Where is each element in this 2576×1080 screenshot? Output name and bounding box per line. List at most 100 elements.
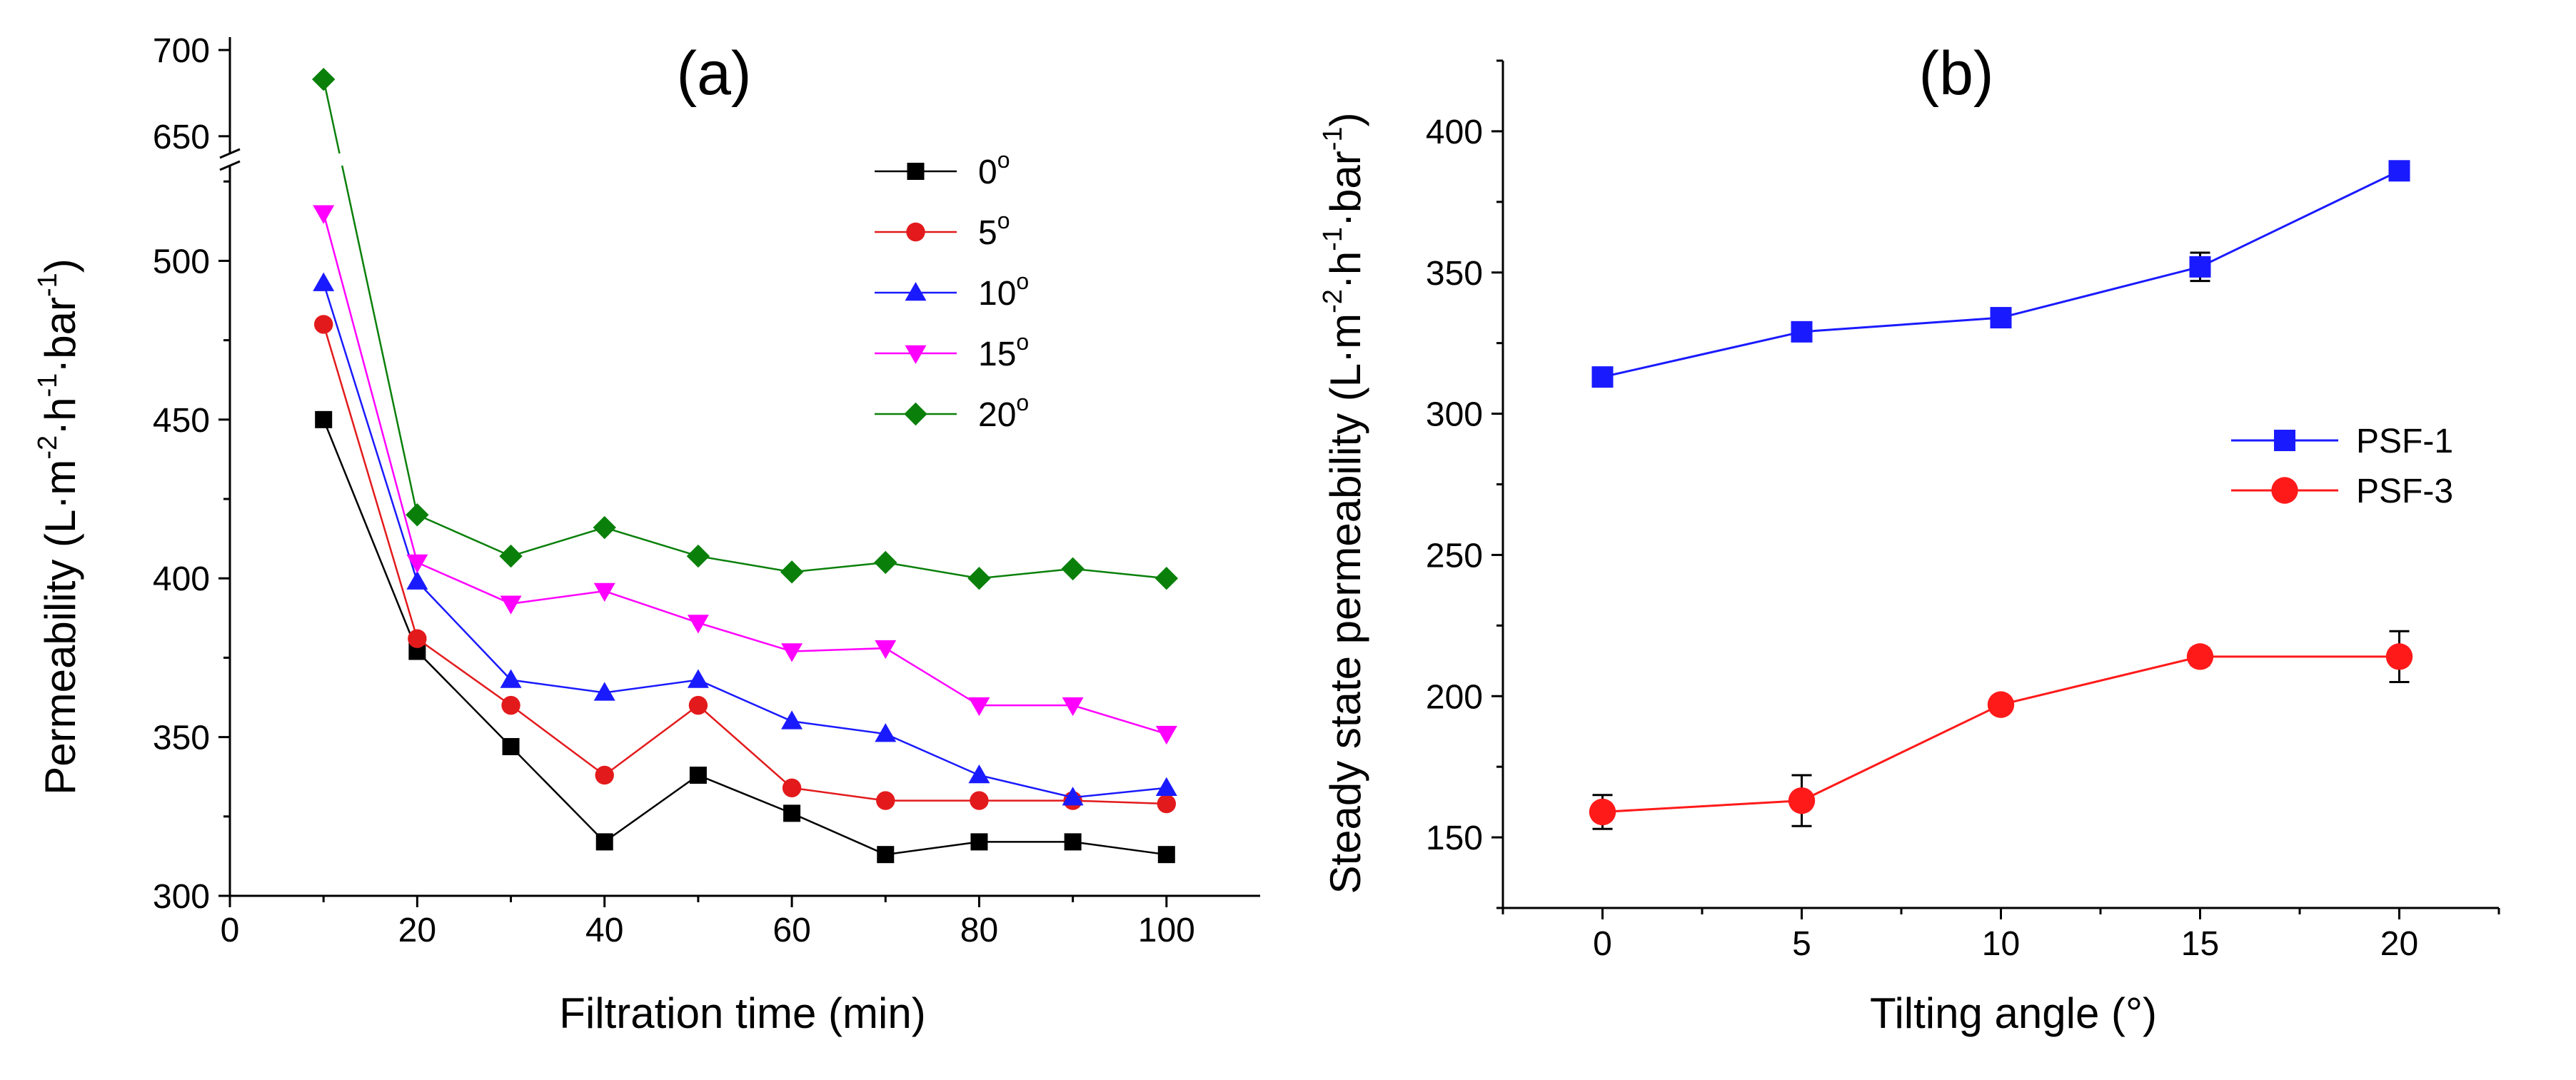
- data-point: [780, 560, 804, 584]
- panel-a: (a) 0 20 40 60 80 100 300 350 400 450 500 650 700 0o…: [33, 32, 1260, 1037]
- data-point: [781, 710, 803, 730]
- legend-marker: [2271, 477, 2298, 504]
- panel-a-x-axis-label: Filtration time (min): [559, 989, 925, 1037]
- data-point: [968, 697, 990, 717]
- y-tick-label: 150: [1426, 819, 1483, 857]
- data-point: [782, 778, 802, 797]
- data-point: [874, 550, 897, 575]
- data-point: [593, 582, 615, 602]
- data-point: [781, 643, 803, 662]
- series-0-deg: [315, 410, 1175, 864]
- y-tick-label: 400: [153, 560, 210, 598]
- data-point: [311, 67, 336, 91]
- y-tick-label: 300: [153, 878, 210, 916]
- legend-item-20: 20o: [875, 390, 1029, 434]
- series-line: [322, 283, 1167, 799]
- data-point: [2388, 160, 2410, 182]
- panel-b-y-axis-label: Steady state permeability (L·m-2·h-1·bar…: [1318, 112, 1369, 894]
- data-point: [593, 682, 615, 701]
- y-tick-label: 300: [1426, 396, 1483, 434]
- legend-marker: [906, 222, 925, 242]
- data-point: [875, 640, 897, 660]
- data-point: [501, 695, 520, 715]
- legend-marker: [907, 163, 925, 180]
- y-tick-label: 400: [1426, 113, 1483, 151]
- panel-b-label: (b): [1918, 39, 1993, 108]
- panel-a-y-axis-label: Permeability (L·m-2·h-1·bar-1): [33, 258, 84, 795]
- series-20-deg: [311, 67, 1179, 590]
- x-tick-label: 60: [773, 912, 810, 949]
- y-tick-label: 650: [153, 118, 210, 156]
- data-point: [500, 669, 522, 688]
- panel-b-x-axis-label: Tilting angle (°): [1870, 989, 2157, 1037]
- data-point: [876, 791, 895, 810]
- data-point: [406, 570, 428, 590]
- data-point: [1987, 691, 2015, 718]
- y-tick-label: 500: [153, 243, 210, 281]
- data-point: [970, 791, 989, 810]
- data-point: [968, 764, 990, 784]
- series-10-deg: [313, 272, 1177, 806]
- data-point: [1154, 567, 1179, 590]
- data-point: [1157, 794, 1177, 814]
- data-point: [1155, 777, 1177, 797]
- data-point: [875, 723, 897, 742]
- series-PSF-3: [1589, 630, 2413, 830]
- y-tick-label: 350: [1426, 255, 1483, 293]
- x-tick-label: 20: [398, 912, 436, 949]
- data-point: [593, 515, 616, 540]
- legend-marker: [904, 402, 927, 426]
- x-tick-label: 5: [1792, 925, 1811, 963]
- legend-label: 15o: [978, 329, 1029, 373]
- legend-label: 0o: [978, 147, 1010, 191]
- data-point: [595, 833, 613, 851]
- legend-label: 20o: [978, 390, 1029, 434]
- data-point: [783, 804, 801, 822]
- y-tick-label: 350: [153, 720, 210, 757]
- panel-b-series: [1589, 160, 2413, 830]
- series-line: [323, 419, 1167, 856]
- data-point: [315, 410, 333, 428]
- series-line: [1602, 655, 2400, 813]
- series-line: [322, 79, 341, 154]
- data-point: [1064, 833, 1082, 851]
- x-tick-label: 40: [585, 912, 623, 949]
- data-point: [406, 554, 428, 573]
- data-point: [1589, 798, 1616, 826]
- legend-item-15: 15o: [875, 329, 1029, 373]
- series-line: [341, 165, 418, 515]
- panel-a-label: (a): [676, 39, 751, 108]
- legend-marker: [905, 345, 927, 364]
- legend-label: 10o: [978, 268, 1029, 313]
- data-point: [595, 765, 614, 785]
- data-point: [1591, 366, 1614, 388]
- panel-a-series: [311, 67, 1179, 864]
- data-point: [1157, 846, 1175, 864]
- data-point: [1788, 787, 1816, 814]
- data-point: [502, 737, 520, 755]
- y-tick-label: 700: [153, 32, 210, 70]
- data-point: [408, 629, 427, 648]
- x-tick-label: 10: [1982, 925, 2020, 963]
- data-point: [877, 846, 895, 864]
- series-line: [1602, 169, 2400, 378]
- x-tick-label: 100: [1138, 912, 1195, 949]
- data-point: [313, 205, 335, 224]
- data-point: [687, 669, 709, 688]
- y-tick-label: 450: [153, 402, 210, 440]
- data-point: [688, 695, 708, 715]
- series-line: [322, 213, 1167, 735]
- legend-label: PSF-3: [2356, 473, 2453, 510]
- legend-label: 5o: [978, 208, 1010, 252]
- y-tick-label: 250: [1426, 537, 1483, 575]
- legend-item-PSF-1: PSF-1: [2231, 423, 2453, 460]
- legend-marker: [905, 282, 927, 301]
- data-point: [1062, 697, 1084, 717]
- data-point: [2189, 256, 2211, 278]
- data-point: [686, 544, 710, 568]
- series-15-deg: [313, 205, 1177, 745]
- data-point: [313, 315, 333, 334]
- legend-item-5: 5o: [875, 208, 1010, 252]
- y-tick-label: 200: [1426, 678, 1483, 716]
